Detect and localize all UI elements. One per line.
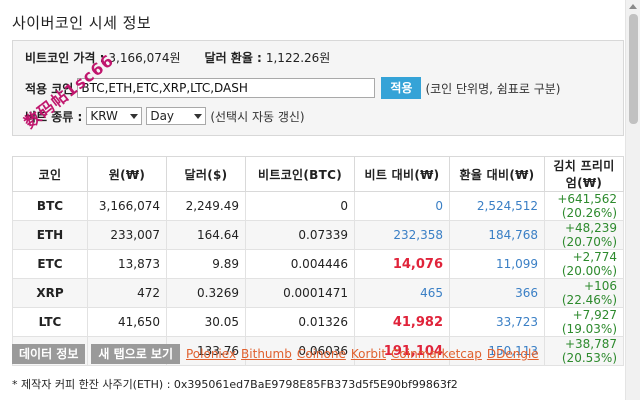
kimchi-cell: +641,562 (20.26%) [544, 191, 624, 221]
vs-fx-cell: 33,723 [449, 307, 545, 337]
coin-cell: BTC [12, 191, 88, 221]
price-summary-row: 비트코인 가격 : 3,166,074원 달러 환율 : 1,122.26원 [25, 49, 330, 66]
vs-bit-cell: 0 [354, 191, 450, 221]
coins-hint: (코인 단위명, 쉼표로 구분) [425, 81, 561, 96]
exchange-link-coinmarketcap[interactable]: Coinmarketcap [391, 347, 482, 361]
btc-cell: 0 [245, 191, 355, 221]
vs-bit-cell: 465 [354, 278, 450, 308]
col-vs-bit: 비트 대비(₩) [354, 156, 450, 192]
vs-fx-cell: 366 [449, 278, 545, 308]
data-info-button[interactable]: 데이터 정보 [12, 344, 86, 364]
coins-label: 적용 코인 [25, 81, 74, 96]
btc-price-label: 비트코인 가격 : [25, 51, 105, 65]
scrollbar[interactable] [625, 0, 640, 400]
kimchi-cell: +2,774 (20.00%) [544, 249, 624, 279]
col-krw: 원(₩) [87, 156, 167, 192]
table-header-row: 코인 원(₩) 달러($) 비트코인(BTC) 비트 대비(₩) 환율 대비(₩… [12, 156, 624, 192]
vs-fx-cell: 2,524,512 [449, 191, 545, 221]
btc-cell: 0.004446 [245, 249, 355, 279]
vs-fx-cell: 184,768 [449, 220, 545, 250]
exchange-link-korbit[interactable]: Korbit [350, 347, 387, 361]
btc-cell: 0.01326 [245, 307, 355, 337]
apply-button[interactable]: 적용 [381, 77, 422, 99]
table-row: ETC 13,873 9.89 0.004446 14,076 11,099 +2,774 … [12, 249, 624, 279]
col-kimchi: 김치 프리미엄(₩) [544, 156, 624, 192]
vs-fx-cell: 11,099 [449, 249, 545, 279]
exchange-link-poloniex[interactable]: Poloniex [186, 347, 237, 361]
kimchi-cell: +38,787 (20.53%) [544, 336, 624, 366]
fx-rate-value: 1,122.26원 [265, 51, 331, 65]
coins-row: 적용 코인 적용 (코인 단위명, 쉼표로 구분) [25, 77, 560, 99]
krw-cell: 472 [87, 278, 167, 308]
krw-cell: 41,650 [87, 307, 167, 337]
action-bar: 데이터 정보 새 탭으로 보기 Poloniex Bithumb Coinone Ko… [12, 344, 544, 364]
price-table-body: BTC 3,166,074 2,249.49 0 0 2,524,512 +641,562 … [12, 191, 624, 366]
usd-cell: 2,249.49 [166, 191, 246, 221]
price-table: 코인 원(₩) 달러($) 비트코인(BTC) 비트 대비(₩) 환율 대비(₩… [12, 156, 624, 366]
table-row: LTC 41,650 30.05 0.01326 41,982 33,723 +7,927 … [12, 307, 624, 337]
col-usd: 달러($) [166, 156, 246, 192]
coins-input[interactable] [77, 78, 376, 98]
kimchi-cell: +7,927 (19.03%) [544, 307, 624, 337]
donation-footer: * 제작자 커피 한잔 사주기(ETH) : 0x395061ed7BaE979… [12, 378, 458, 391]
usd-cell: 9.89 [166, 249, 246, 279]
usd-cell: 133.76 [166, 336, 246, 366]
chevron-down-icon [130, 113, 139, 119]
exchange-link-bithumb[interactable]: Bithumb [241, 347, 292, 361]
btc-cell: 0.06036 [245, 336, 355, 366]
kimchi-cell: +48,239 (20.70%) [544, 220, 624, 250]
table-row: XRP 472 0.3269 0.0001471 465 366 +106 (22.46%) [12, 278, 624, 308]
krw-cell: 3,166,074 [87, 191, 167, 221]
type-label: 비트 종류 : [25, 109, 83, 124]
coin-cell: ETC [12, 249, 88, 279]
scrollbar-thumb[interactable] [629, 14, 638, 124]
vs-fx-cell: 150,113 [449, 336, 545, 366]
table-row: ETH 233,007 164.64 0.07339 232,358 184,768 +48… [12, 220, 624, 250]
type-hint: (선택시 자동 갱신) [210, 109, 305, 124]
coin-cell: XRP [12, 278, 88, 308]
period-select[interactable]: Day [146, 107, 207, 125]
currency-select[interactable]: KRW [86, 107, 143, 125]
coin-cell: LTC [12, 307, 88, 337]
col-coin: 코인 [12, 156, 88, 192]
vs-bit-cell: 191,104 [354, 336, 450, 366]
krw-cell: 233,007 [87, 220, 167, 250]
vs-bit-cell: 41,982 [354, 307, 450, 337]
krw-cell: 13,873 [87, 249, 167, 279]
col-vs-fx: 환율 대비(₩) [449, 156, 545, 192]
coin-cell: ETH [12, 220, 88, 250]
btc-price-value: 3,166,074원 [108, 51, 181, 65]
col-btc: 비트코인(BTC) [245, 156, 355, 192]
usd-cell: 0.3269 [166, 278, 246, 308]
period-select-value: Day [150, 109, 175, 123]
usd-cell: 164.64 [166, 220, 246, 250]
new-tab-button[interactable]: 새 탭으로 보기 [91, 344, 180, 364]
page-title: 사이버코인 시세 정보 [12, 14, 152, 32]
btc-cell: 0.0001471 [245, 278, 355, 308]
kimchi-cell: +106 (22.46%) [544, 278, 624, 308]
chevron-down-icon [194, 113, 203, 119]
fx-rate-label: 달러 환율 : [204, 51, 262, 65]
btc-cell: 0.07339 [245, 220, 355, 250]
exchange-links: Poloniex Bithumb Coinone Korbit Coinmarketca… [186, 347, 544, 361]
exchange-link-ddengle[interactable]: DDengle [486, 347, 539, 361]
usd-cell: 30.05 [166, 307, 246, 337]
currency-select-value: KRW [90, 109, 118, 123]
exchange-link-coinone[interactable]: Coinone [296, 347, 346, 361]
settings-panel: 비트코인 가격 : 3,166,074원 달러 환율 : 1,122.26원 적… [12, 40, 624, 136]
table-row: BTC 3,166,074 2,249.49 0 0 2,524,512 +641,562 … [12, 191, 624, 221]
vs-bit-cell: 232,358 [354, 220, 450, 250]
scroll-up-arrow-icon[interactable] [629, 4, 637, 9]
type-row: 비트 종류 : KRW Day (선택시 자동 갱신) [25, 107, 305, 125]
vs-bit-cell: 14,076 [354, 249, 450, 279]
